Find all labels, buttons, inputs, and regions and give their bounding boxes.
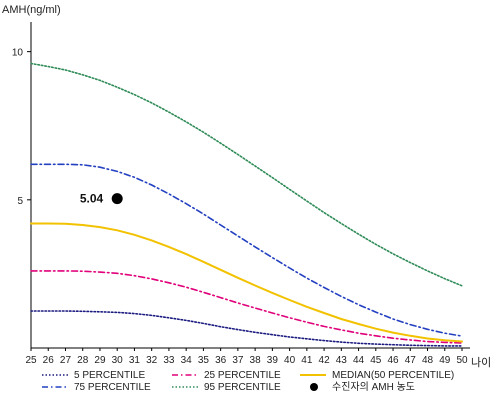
x-tick-label: 43	[336, 355, 348, 366]
x-tick-label: 48	[422, 355, 434, 366]
y-tick-label: 10	[12, 48, 24, 59]
x-tick-label: 36	[215, 355, 227, 366]
legend-label-1: 25 PERCENTILE	[204, 370, 281, 381]
x-tick-label: 34	[181, 355, 193, 366]
x-tick-label: 32	[146, 355, 158, 366]
x-tick-label: 31	[129, 355, 141, 366]
legend: 5 PERCENTILE 25 PERCENTILE MEDIAN(50 PERCE…	[42, 370, 454, 393]
x-tick-label: 47	[405, 355, 417, 366]
legend-label-3: 75 PERCENTILE	[74, 382, 151, 393]
legend-label-4: 95 PERCENTILE	[204, 382, 281, 393]
series-line-2	[30, 222, 463, 343]
x-ticks: 25 26 27 28 29 30 31 32 33 34 35 36 37 38 39 40 41 42 43 44…	[25, 348, 468, 366]
x-tick-label: 26	[43, 355, 55, 366]
x-tick-label: 25	[25, 355, 37, 366]
legend-marker-dot	[310, 383, 318, 391]
x-tick-label: 28	[77, 355, 89, 366]
x-tick-label: 27	[60, 355, 72, 366]
legend-marker-label: 수진자의 AMH 농도	[332, 381, 415, 393]
series-line-4	[30, 62, 463, 287]
x-tick-label: 45	[370, 355, 382, 366]
x-tick-label: 40	[284, 355, 296, 366]
legend-label-0: 5 PERCENTILE	[74, 370, 145, 381]
legend-label-2: MEDIAN(50 PERCENTILE)	[332, 370, 454, 381]
x-tick-label: 35	[198, 355, 210, 366]
x-tick-label: 42	[319, 355, 331, 366]
x-tick-label: 41	[301, 355, 313, 366]
x-tick-label: 44	[353, 355, 365, 366]
x-tick-label: 37	[232, 355, 244, 366]
patient-amh-marker	[111, 193, 123, 205]
x-tick-label: 50	[456, 355, 468, 366]
x-tick-label: 49	[439, 355, 451, 366]
y-tick-label: 5	[17, 196, 23, 207]
plot-area: AMH(ng/ml) 나이 5 10 25 26 27 28 29 30 31 32 33 34 35…	[2, 4, 491, 369]
series-lines	[30, 62, 463, 347]
x-tick-label: 29	[94, 355, 106, 366]
patient-amh-value-label: 5.04	[80, 192, 104, 206]
y-axis-title: AMH(ng/ml)	[2, 4, 61, 16]
series-line-3	[30, 163, 463, 337]
y-ticks: 5 10	[12, 48, 31, 207]
x-tick-label: 33	[163, 355, 175, 366]
series-line-1	[30, 270, 463, 344]
patient-marker-group: 5.04	[80, 192, 123, 206]
x-tick-label: 38	[250, 355, 262, 366]
x-tick-label: 30	[112, 355, 124, 366]
series-line-0	[30, 310, 463, 347]
x-tick-label: 46	[387, 355, 399, 366]
x-axis-title: 나이	[471, 356, 491, 369]
x-tick-label: 39	[267, 355, 279, 366]
